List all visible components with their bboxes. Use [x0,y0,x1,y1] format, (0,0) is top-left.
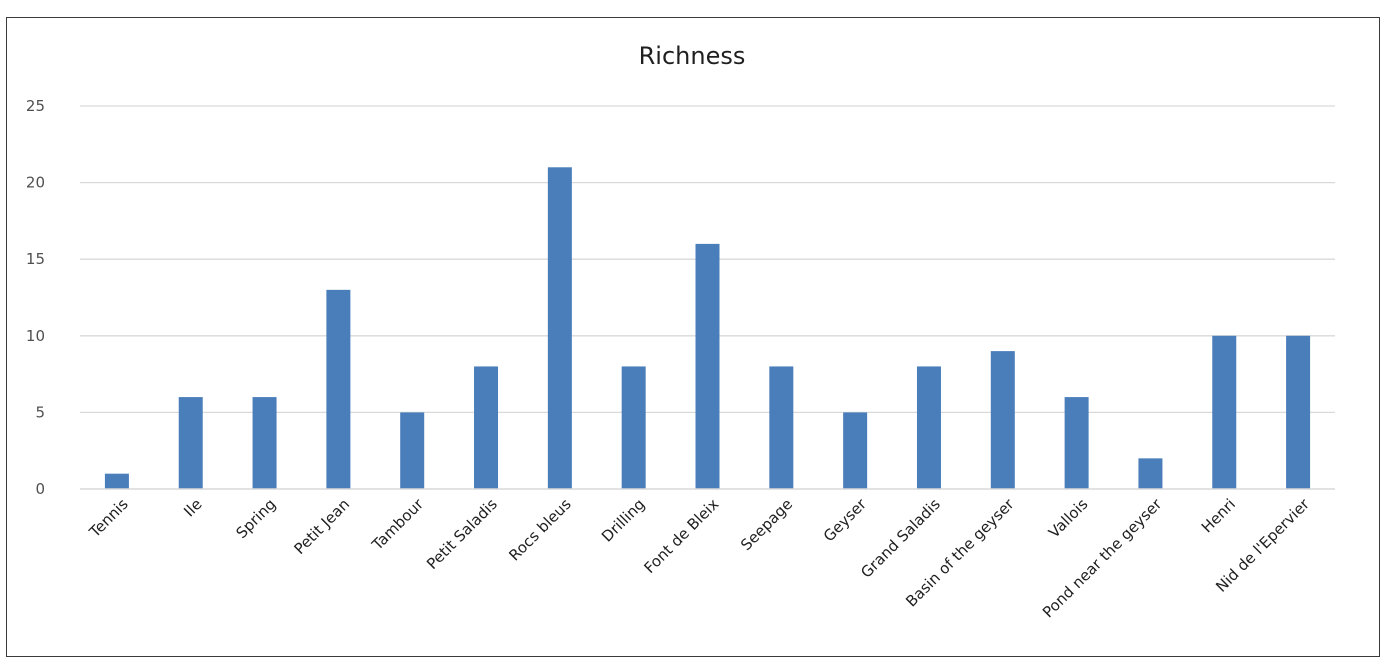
x-tick-label: Henri [1198,495,1239,536]
x-tick-label: Vallois [1045,495,1092,542]
bar [843,412,868,489]
bar [1064,397,1089,489]
x-tick-label: Tennis [85,495,132,542]
x-tick-label: Pond near the geyser [1039,495,1166,622]
x-tick-label: Ile [180,495,205,520]
y-axis-ticks: 0 5 10 15 20 25 [26,97,45,498]
y-tick-label: 15 [26,250,45,268]
bar [621,366,646,489]
bar [104,473,129,489]
bar [326,289,351,489]
y-tick-label: 0 [35,480,45,498]
bars [104,167,1311,489]
y-tick-label: 20 [26,174,45,192]
y-tick-label: 5 [35,403,45,421]
bar [769,366,794,489]
x-tick-label: Drilling [598,495,649,546]
x-tick-label: Petit Jean [290,495,353,558]
chart-frame [6,17,1380,657]
bar [400,412,425,489]
bar [990,351,1015,489]
chart-title: Richness [639,42,746,70]
x-tick-label: Rocs bleus [505,495,574,564]
bar [1286,335,1311,489]
bar [547,167,572,489]
y-tick-label: 25 [26,97,45,115]
bar [252,397,277,489]
x-tick-label: Seepage [737,495,796,554]
x-tick-label: Petit Saladis [423,495,501,573]
bar [1138,458,1163,489]
y-tick-label: 10 [26,327,45,345]
bar [178,397,203,489]
x-tick-label: Font de Bleix [641,495,723,577]
bar [695,243,720,489]
x-tick-label: Tambour [368,495,428,555]
x-tick-label: Geyser [820,495,871,546]
x-tick-label: Spring [232,495,279,542]
bar [916,366,941,489]
bar [1212,335,1237,489]
bar [474,366,499,489]
